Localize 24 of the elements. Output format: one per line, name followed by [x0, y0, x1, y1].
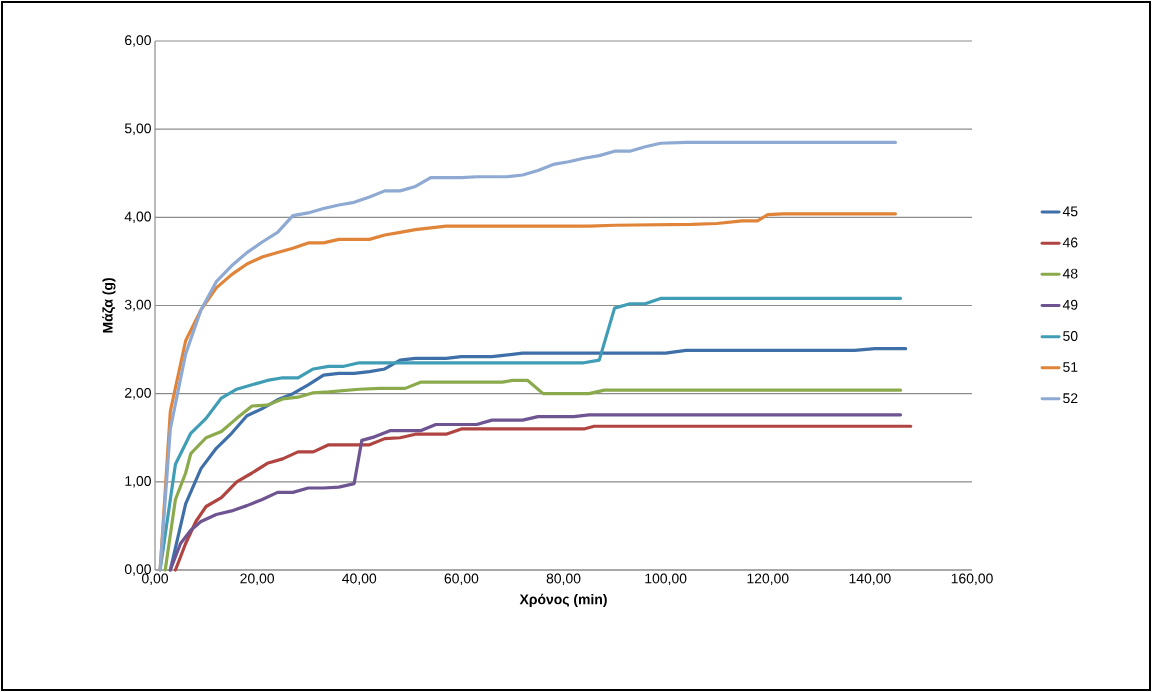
x-tick-label: 80,00	[546, 573, 581, 586]
y-tick-label: 5,00	[124, 123, 151, 135]
x-axis-title: Χρόνος (min)	[519, 593, 607, 608]
y-tick-label: 2,00	[125, 387, 151, 400]
y-tick-label: 6,00	[125, 35, 151, 47]
x-tick-label: 40,00	[342, 573, 377, 586]
legend-label: 48	[1062, 268, 1078, 279]
x-tick-label: 160,00	[951, 573, 993, 586]
legend-label: 45	[1062, 206, 1078, 217]
y-tick-label: 3,00	[124, 299, 151, 312]
y-tick-label: 4,00	[124, 211, 151, 224]
x-tick-label: 120,00	[747, 573, 789, 586]
legend-label: 51	[1063, 362, 1078, 372]
y-axis-title: Μάζα (g)	[102, 278, 116, 333]
y-tick-label: 1,00	[125, 476, 151, 488]
legend-label: 52	[1063, 393, 1078, 404]
x-tick-label: 60,00	[444, 573, 479, 586]
x-tick-label: 140,00	[849, 573, 891, 586]
line-series	[158, 140, 898, 572]
legend-label: 50	[1063, 331, 1078, 341]
legend-label: 46	[1062, 237, 1078, 248]
x-tick-label: 20,00	[240, 573, 275, 586]
legend-label: 49	[1062, 299, 1078, 310]
x-tick-label: 100,00	[645, 573, 687, 586]
